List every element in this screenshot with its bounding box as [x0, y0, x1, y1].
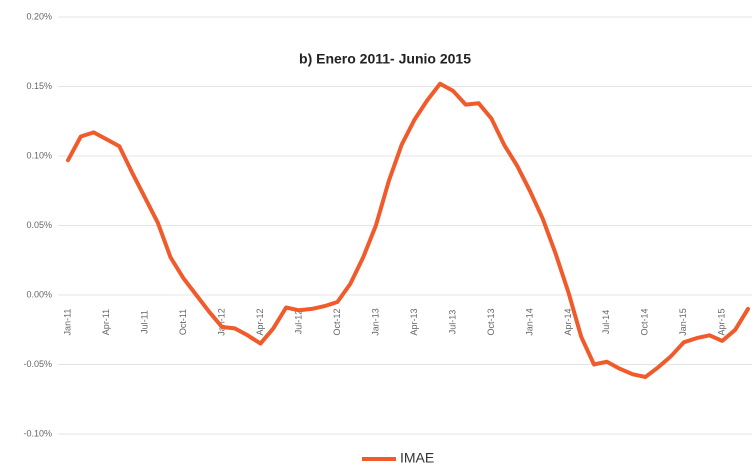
- x-tick-label: Oct-13: [486, 308, 496, 335]
- y-tick-label: 0.10%: [26, 150, 52, 160]
- y-tick-label: 0.20%: [26, 11, 52, 21]
- y-tick-label: -0.10%: [23, 428, 52, 438]
- x-tick-label: Jan-15: [678, 308, 688, 336]
- x-tick-label: Apr-13: [409, 308, 419, 335]
- x-tick-label: Jul-11: [139, 310, 149, 334]
- x-tick-label: Jan-13: [370, 308, 380, 336]
- x-tick-label: Oct-14: [640, 308, 650, 335]
- x-tick-label: Jul-14: [601, 310, 611, 335]
- x-tick-label: Apr-11: [101, 309, 111, 335]
- x-tick-label: Jan-14: [524, 308, 534, 336]
- x-tick-label: Oct-12: [332, 308, 342, 335]
- x-tick-label: Apr-14: [563, 308, 573, 335]
- x-tick-label: Oct-11: [178, 309, 188, 335]
- x-tick-label: Jan-12: [216, 308, 226, 336]
- y-tick-label: -0.05%: [23, 359, 52, 369]
- x-tick-label: Jul-12: [293, 310, 303, 335]
- data-line: [66, 81, 750, 379]
- y-tick-label: 0.00%: [26, 289, 52, 299]
- legend-label: IMAE: [400, 450, 434, 466]
- x-tick-label: Jan-11: [62, 309, 72, 336]
- y-tick-label: 0.05%: [26, 220, 52, 230]
- chart-title: b) Enero 2011- Junio 2015: [299, 51, 471, 67]
- x-tick-label: Apr-15: [717, 308, 727, 335]
- y-tick-label: 0.15%: [26, 81, 52, 91]
- x-tick-label: Jul-13: [447, 310, 457, 335]
- x-tick-label: Apr-12: [255, 308, 265, 335]
